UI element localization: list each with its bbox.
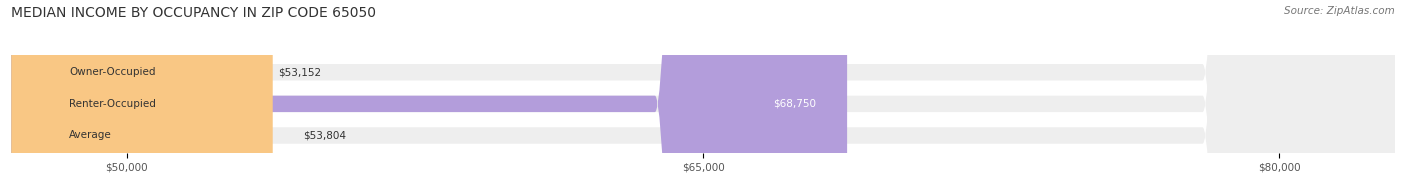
Text: MEDIAN INCOME BY OCCUPANCY IN ZIP CODE 65050: MEDIAN INCOME BY OCCUPANCY IN ZIP CODE 6… bbox=[11, 6, 377, 20]
Text: Renter-Occupied: Renter-Occupied bbox=[69, 99, 156, 109]
Text: Owner-Occupied: Owner-Occupied bbox=[69, 67, 156, 77]
FancyBboxPatch shape bbox=[11, 0, 1395, 196]
Text: $68,750: $68,750 bbox=[773, 99, 817, 109]
FancyBboxPatch shape bbox=[11, 0, 273, 196]
FancyBboxPatch shape bbox=[11, 0, 1395, 196]
FancyBboxPatch shape bbox=[11, 0, 247, 196]
Text: Source: ZipAtlas.com: Source: ZipAtlas.com bbox=[1284, 6, 1395, 16]
Text: $53,152: $53,152 bbox=[278, 67, 322, 77]
Text: Average: Average bbox=[69, 131, 111, 141]
FancyBboxPatch shape bbox=[11, 0, 848, 196]
FancyBboxPatch shape bbox=[11, 0, 1395, 196]
Text: $53,804: $53,804 bbox=[304, 131, 346, 141]
